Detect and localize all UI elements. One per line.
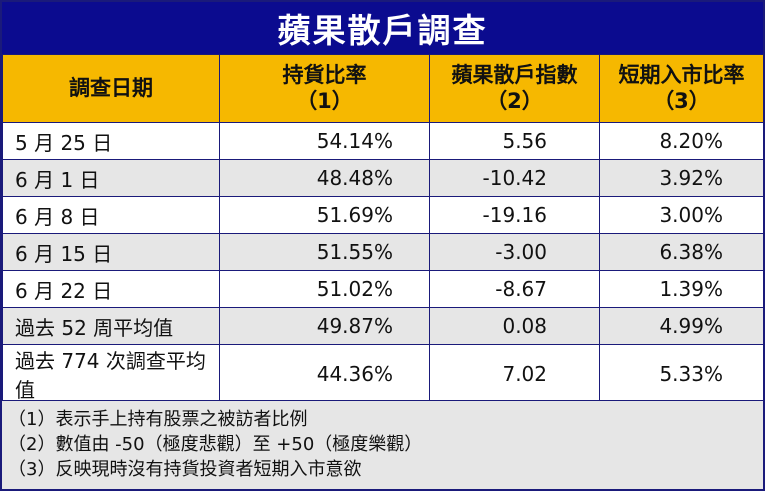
cell-holding-ratio: 51.55% [219,233,430,271]
table-row: 過去 774 次調查平均值 44.36% 7.02 5.33% [2,344,764,404]
header-entry-ratio-note: （3） [653,88,710,113]
cell-retail-index: 5.56 [429,122,600,160]
cell-holding-ratio: 51.02% [219,270,430,308]
cell-entry-ratio: 4.99% [599,307,764,345]
cell-retail-index: -3.00 [429,233,600,271]
table-row: 6 月 22 日 51.02% -8.67 1.39% [2,270,764,308]
header-date-label: 調查日期 [69,75,153,100]
cell-entry-ratio: 8.20% [599,122,764,160]
cell-entry-ratio: 6.38% [599,233,764,271]
cell-entry-ratio: 5.33% [599,344,764,404]
footnote-1: （1）表示手上持有股票之被訪者比例 [8,409,308,430]
page-title: 蘋果散戶調查 [277,11,488,50]
header-entry-ratio-label: 短期入市比率 [618,63,745,88]
table-row: 6 月 15 日 51.55% -3.00 6.38% [2,233,764,271]
cell-holding-ratio: 48.48% [219,159,430,197]
header-holding-ratio: 持貨比率 （1） [219,54,430,123]
table-row: 6 月 1 日 48.48% -10.42 3.92% [2,159,764,197]
header-holding-ratio-label: 持貨比率 [282,63,367,88]
cell-retail-index: 7.02 [429,344,600,404]
cell-entry-ratio: 3.00% [599,196,764,234]
cell-holding-ratio: 51.69% [219,196,430,234]
survey-table: 調查日期 持貨比率 （1） 蘋果散戶指數 （2） 短期入市比率 （3） 5 月 … [2,54,764,404]
footnote-3: （3）反映現時沒有持貨投資者短期入市意欲 [8,459,362,480]
cell-retail-index: -10.42 [429,159,600,197]
header-row: 調查日期 持貨比率 （1） 蘋果散戶指數 （2） 短期入市比率 （3） [2,54,764,123]
header-retail-index-note: （2） [486,88,543,113]
cell-holding-ratio: 54.14% [219,122,430,160]
table-row: 6 月 8 日 51.69% -19.16 3.00% [2,196,764,234]
table-row: 5 月 25 日 54.14% 5.56 8.20% [2,122,764,160]
title-bar: 蘋果散戶調查 [2,2,763,54]
header-retail-index-label: 蘋果散戶指數 [451,63,578,88]
cell-date: 6 月 1 日 [2,159,220,197]
cell-retail-index: -8.67 [429,270,600,308]
header-date: 調查日期 [2,54,220,123]
header-holding-ratio-note: （1） [296,88,353,113]
cell-holding-ratio: 49.87% [219,307,430,345]
header-retail-index: 蘋果散戶指數 （2） [429,54,600,123]
cell-date: 6 月 15 日 [2,233,220,271]
cell-date: 過去 52 周平均值 [2,307,220,345]
footnote-2: （2）數值由 -50（極度悲觀）至 +50（極度樂觀） [8,434,423,455]
cell-date: 6 月 8 日 [2,196,220,234]
cell-retail-index: 0.08 [429,307,600,345]
cell-date: 5 月 25 日 [2,122,220,160]
cell-holding-ratio: 44.36% [219,344,430,404]
cell-date: 過去 774 次調查平均值 [2,344,220,404]
table-row: 過去 52 周平均值 49.87% 0.08 4.99% [2,307,764,345]
header-entry-ratio: 短期入市比率 （3） [599,54,764,123]
cell-retail-index: -19.16 [429,196,600,234]
footnotes: （1）表示手上持有股票之被訪者比例 （2）數值由 -50（極度悲觀）至 +50（… [2,400,763,489]
cell-entry-ratio: 3.92% [599,159,764,197]
cell-entry-ratio: 1.39% [599,270,764,308]
cell-date: 6 月 22 日 [2,270,220,308]
